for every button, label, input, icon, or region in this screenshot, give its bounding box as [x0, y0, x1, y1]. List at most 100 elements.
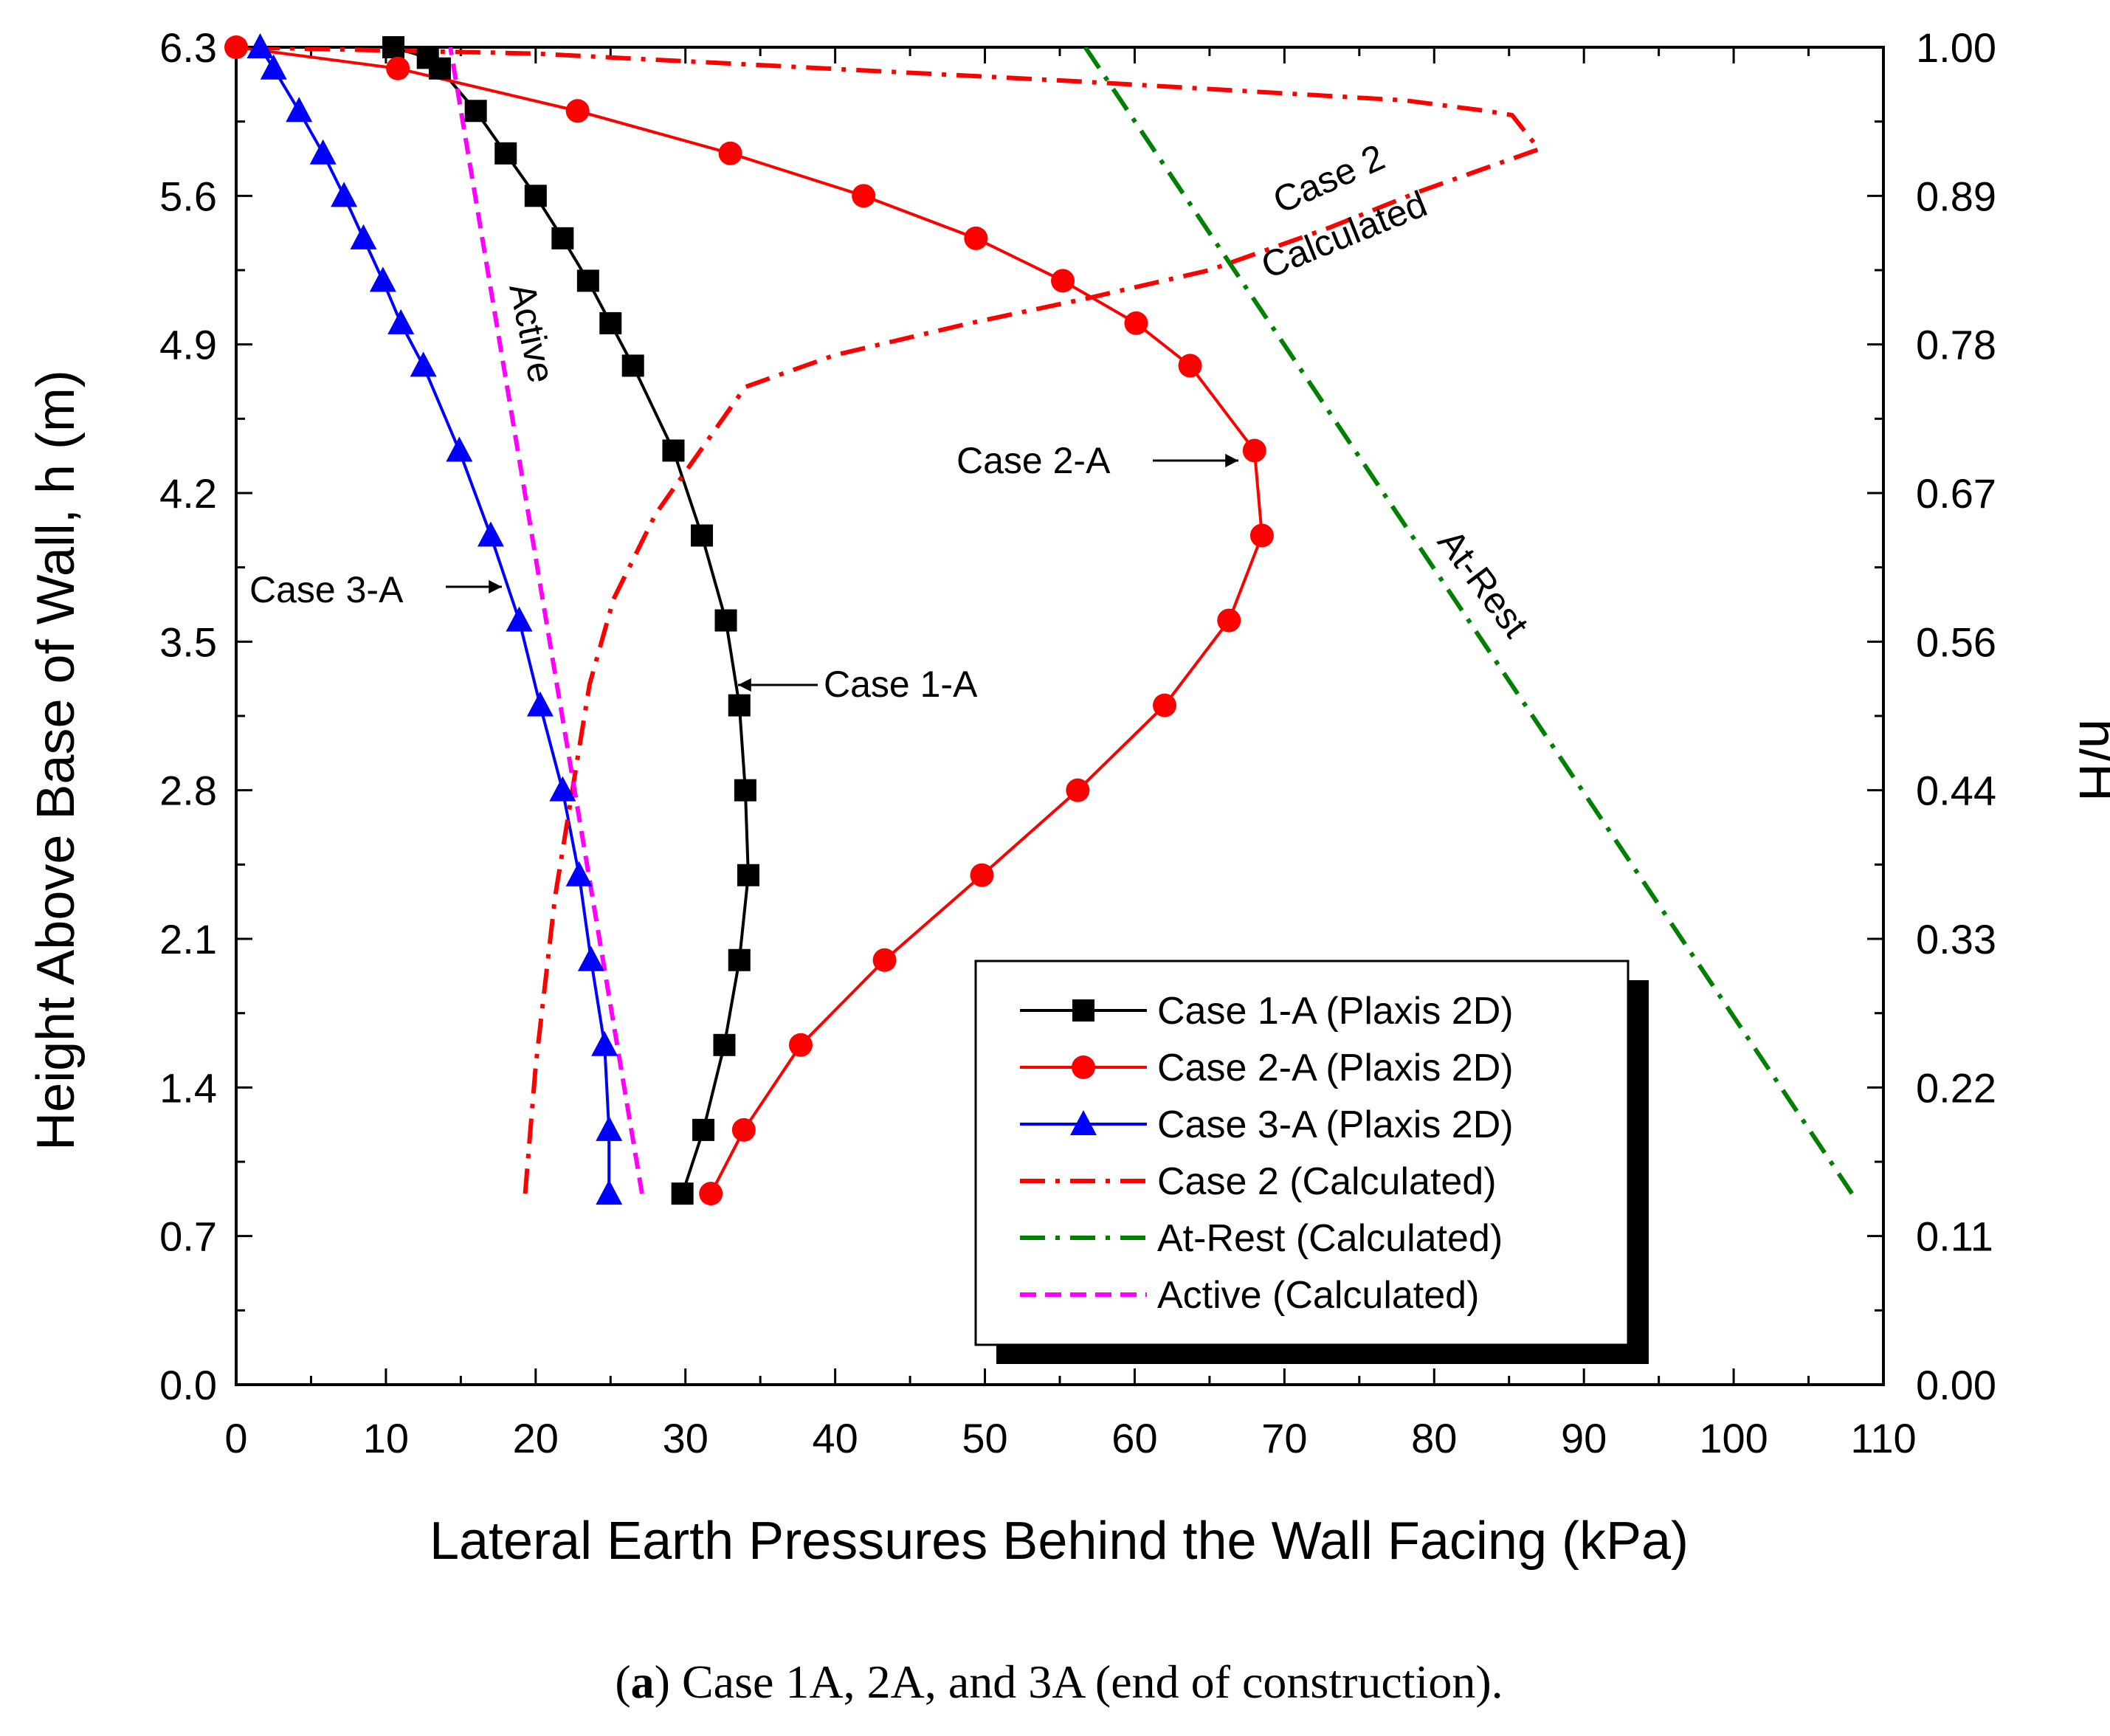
x-tick-label: 100	[1699, 1415, 1768, 1461]
x-tick-label: 0	[224, 1415, 247, 1461]
data-point	[718, 141, 742, 165]
y-axis-title: Height Above Base of Wall, h (m)	[27, 370, 86, 1151]
data-point	[386, 56, 410, 80]
data-point	[671, 1182, 694, 1205]
data-point	[464, 100, 487, 123]
x-tick-label: 70	[1261, 1415, 1307, 1461]
data-point	[1124, 311, 1148, 335]
y-tick-label: 4.2	[159, 470, 217, 517]
x-tick-label: 30	[663, 1415, 708, 1461]
y2-tick-label: 0.78	[1916, 322, 1996, 368]
data-point	[1178, 354, 1202, 378]
legend-swatch-marker	[1072, 1055, 1095, 1079]
series-line-2	[258, 47, 611, 1194]
y2-tick-label: 0.67	[1916, 470, 1996, 517]
y-tick-label: 5.6	[159, 173, 217, 219]
data-point	[369, 266, 396, 292]
data-point	[1249, 523, 1274, 548]
x-tick-label: 10	[363, 1415, 409, 1461]
data-point	[731, 1117, 756, 1142]
series-line-0	[393, 47, 750, 1194]
annotation-arrowhead	[489, 579, 502, 594]
y-tick-label: 0.0	[159, 1362, 217, 1408]
data-point	[224, 35, 248, 59]
data-point	[728, 694, 751, 717]
data-point	[549, 776, 576, 802]
data-point	[506, 606, 533, 632]
data-point	[788, 1033, 813, 1057]
data-point	[1066, 778, 1090, 802]
data-point	[964, 226, 988, 250]
legend-label: Active (Calculated)	[1157, 1274, 1479, 1317]
x-tick-label: 110	[1850, 1415, 1916, 1461]
data-point	[1153, 693, 1177, 717]
x-tick-label: 80	[1411, 1415, 1457, 1461]
data-point	[494, 142, 517, 165]
annotation-label: Case 1-A	[824, 664, 978, 705]
y2-tick-label: 0.22	[1916, 1064, 1996, 1111]
annotation-label: Case 3-A	[249, 569, 404, 610]
y2-tick-label: 0.56	[1916, 619, 1996, 665]
data-point	[577, 946, 604, 971]
y2-tick-label: 1.00	[1916, 24, 1996, 71]
y2-tick-label: 0.44	[1916, 768, 1996, 814]
legend-label: At-Rest (Calculated)	[1157, 1217, 1503, 1260]
data-point	[410, 351, 437, 377]
data-point	[551, 227, 574, 249]
data-point	[416, 46, 439, 69]
data-point	[246, 33, 274, 58]
series-line-5	[448, 47, 644, 1194]
x-axis-title: Lateral Earth Pressures Behind the Wall …	[430, 1512, 1689, 1571]
y2-tick-label: 0.33	[1916, 916, 1996, 962]
legend: Case 1-A (Plaxis 2D) Case 2-A (Plaxis 2D)…	[974, 960, 1649, 1364]
data-point	[737, 864, 759, 886]
series-line-3	[236, 47, 1542, 1194]
annotation-label: Case 2-A	[956, 440, 1111, 481]
data-point	[728, 948, 751, 971]
data-point	[1051, 269, 1075, 293]
data-point	[852, 184, 876, 208]
legend-label: Case 2 (Calculated)	[1157, 1160, 1497, 1203]
data-point	[591, 1030, 618, 1056]
data-point	[382, 36, 405, 58]
y-tick-label: 4.9	[159, 322, 217, 368]
figure-caption: (a) Case 1A, 2A, and 3A (end of construc…	[615, 1656, 1503, 1708]
x-tick-label: 20	[513, 1415, 559, 1461]
y-tick-label: 2.1	[159, 916, 217, 962]
data-point	[599, 311, 622, 334]
data-point	[524, 185, 547, 207]
data-point	[565, 861, 593, 886]
x-tick-label: 60	[1111, 1415, 1157, 1461]
data-point	[260, 54, 287, 80]
y2-tick-label: 0.11	[1916, 1213, 1993, 1260]
data-point	[309, 139, 337, 165]
y-tick-label: 3.5	[159, 619, 217, 665]
data-point	[526, 691, 554, 717]
legend-swatch-marker	[1072, 999, 1094, 1022]
data-point	[286, 97, 313, 123]
axis-titles: Lateral Earth Pressures Behind the Wall …	[27, 370, 2110, 1708]
data-point	[734, 779, 756, 802]
legend-label: Case 1-A (Plaxis 2D)	[1157, 990, 1514, 1033]
data-point	[1242, 438, 1266, 463]
x-tick-label: 40	[812, 1415, 858, 1461]
data-point	[714, 609, 737, 632]
y-tick-label: 1.4	[159, 1064, 217, 1111]
data-point	[331, 182, 358, 207]
data-point	[691, 524, 714, 547]
data-point	[970, 863, 994, 887]
x-tick-label: 90	[1561, 1415, 1607, 1461]
caption-text: ) Case 1A, 2A, and 3A (end of constructi…	[655, 1656, 1503, 1708]
annotation-arrowhead	[738, 678, 751, 692]
y-tick-label: 2.8	[159, 768, 217, 814]
annotation-label: At-Rest	[1430, 522, 1537, 645]
legend-box	[974, 960, 1630, 1346]
series-line-4	[1083, 47, 1854, 1195]
data-point	[1217, 608, 1241, 633]
y2-tick-label: 0.00	[1916, 1362, 1996, 1408]
data-point	[596, 1179, 623, 1205]
caption-label: a	[631, 1656, 655, 1708]
data-point	[621, 354, 644, 377]
